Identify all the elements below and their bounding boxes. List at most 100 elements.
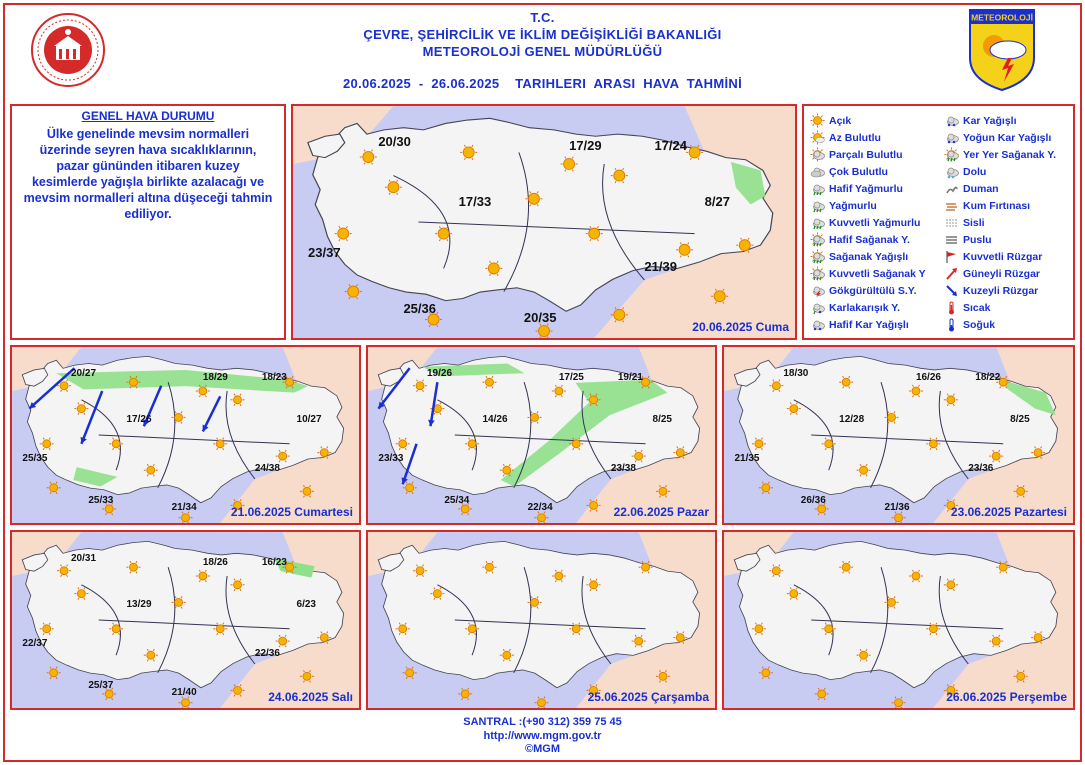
legend-label: Yoğun Kar Yağışlı [963, 131, 1052, 144]
sun-icon [465, 437, 480, 451]
sun-icon [435, 225, 453, 242]
fog-icon [944, 232, 959, 247]
sun-icon [275, 449, 290, 463]
city-temperature: 18/30 [783, 368, 809, 380]
city-temperature: 17/24 [654, 138, 687, 154]
sun-icon [908, 569, 923, 583]
strong-wind-icon [944, 249, 959, 264]
city-temperature: 17/33 [458, 194, 492, 210]
sun-icon [499, 648, 514, 662]
legend-column-left: Açık Az Bulutlu Parçalı Bulutlu Çok Bulutlu… [810, 112, 926, 333]
sun-icon [534, 696, 549, 708]
city-temperature: 21/34 [171, 501, 197, 513]
city-temperature: 20/27 [70, 368, 97, 380]
sun-icon [126, 560, 141, 574]
city-temperature: 23/37 [308, 245, 341, 261]
rain-zone [1001, 379, 1056, 416]
sun-icon [402, 481, 417, 495]
header-date-range: 20.06.2025 - 26.06.2025 TARIHLERI ARASI … [343, 76, 742, 91]
sun-icon [430, 587, 445, 600]
city-temperature: 17/29 [569, 138, 602, 154]
sun-icon [676, 242, 694, 258]
legend-label: Yer Yer Sağanak Y. [963, 148, 1057, 161]
sun-icon [527, 596, 542, 609]
sun-icon [359, 149, 377, 165]
city-temperature: 25/35 [22, 452, 48, 464]
sun-icon [569, 622, 584, 636]
legend-item: Yer Yer Sağanak Y. [944, 146, 1056, 163]
sun-icon [525, 191, 543, 207]
sun-icon [482, 375, 497, 389]
footer-website-link[interactable]: http://www.mgm.gov.tr [483, 730, 602, 742]
turkey-map [368, 532, 715, 708]
forecast-map-day-6: 25.06.2025 Çarşamba [366, 530, 717, 710]
sun-icon [482, 560, 497, 574]
legend-label: Hafif Kar Yağışlı [829, 318, 909, 331]
smoke-icon [944, 181, 959, 196]
turkey-anatolia-shape [737, 355, 1058, 504]
south-wind-icon [944, 266, 959, 281]
sun-icon [839, 560, 854, 574]
sun-icon [384, 179, 402, 195]
snow-icon [944, 113, 959, 128]
city-temperature: 19/21 [617, 371, 643, 383]
turkey-thrace-shape [307, 133, 346, 159]
sun-icon [655, 670, 670, 683]
legend-item: Açık [810, 112, 926, 129]
turkey-map [12, 347, 359, 523]
turkey-map [724, 347, 1073, 523]
sun-icon [1031, 446, 1046, 459]
rain-icon [810, 198, 825, 213]
rain-zone [56, 369, 308, 487]
forecast-map-day-3: 19/26 17/25 19/21 14/26 8/25 23/33 23/38 25/34 2… [366, 345, 717, 525]
legend-label: Kuvvetli Rüzgar [963, 250, 1043, 263]
city-temperature: 17/25 [558, 371, 584, 383]
sun-icon [102, 687, 117, 701]
city-temperature: 22/37 [22, 637, 48, 649]
legend-label: Sıcak [963, 301, 991, 314]
sun-icon [891, 511, 906, 523]
sun-icon [551, 569, 566, 583]
legend-item: Hafif Sağanak Y. [810, 231, 926, 248]
sandstorm-icon [944, 198, 959, 213]
city-temperature: 18/23 [261, 371, 287, 383]
ministry-seal-logo [31, 13, 105, 87]
legend-label: Soğuk [963, 318, 996, 331]
sun-icon [413, 564, 428, 578]
forecast-map-day-7: 26.06.2025 Perşembe [722, 530, 1075, 710]
sun-icon [769, 379, 784, 393]
few-clouds-icon [810, 130, 825, 145]
legend-item: Hafif Yağmurlu [810, 180, 926, 197]
turkey-anatolia-shape [737, 540, 1058, 689]
city-temperature: 23/38 [610, 463, 636, 475]
cold-icon [944, 317, 959, 332]
cloudy-icon [810, 164, 825, 179]
legend-item: Yoğun Kar Yağışlı [944, 129, 1056, 146]
legend-item: Hafif Kar Yağışlı [810, 316, 926, 333]
turkey-map [12, 532, 359, 708]
sun-icon [1031, 631, 1046, 644]
light-shower-icon [810, 232, 825, 247]
sun-icon [673, 631, 688, 644]
general-weather-title: GENEL HAVA DURUMU [81, 109, 215, 123]
forecast-date-label: 24.06.2025 Salı [268, 690, 353, 704]
neighbor-land [12, 532, 359, 708]
city-temperature: 10/27 [296, 413, 322, 425]
sun-icon [610, 307, 628, 323]
city-temperature: 24/38 [254, 463, 280, 475]
turkey-thrace-shape [733, 367, 761, 387]
legend-item: Karlakarışık Y. [810, 299, 926, 316]
forecast-date-label: 26.06.2025 Perşembe [946, 690, 1067, 704]
region-borders [437, 382, 646, 489]
sun-icon [711, 288, 729, 304]
sun-icon [282, 560, 297, 574]
legend-label: Kar Yağışlı [963, 114, 1017, 127]
sun-icon [402, 666, 417, 680]
sun-icon [814, 687, 829, 701]
header-ministry: ÇEVRE, ŞEHİRCİLİK VE İKLİM DEĞİŞİKLİĞİ B… [363, 27, 722, 42]
sun-icon [736, 237, 754, 253]
sun-icon [586, 393, 601, 407]
sun-icon [395, 437, 410, 451]
sun-icon [171, 596, 186, 609]
north-wind-arrow [377, 367, 411, 410]
